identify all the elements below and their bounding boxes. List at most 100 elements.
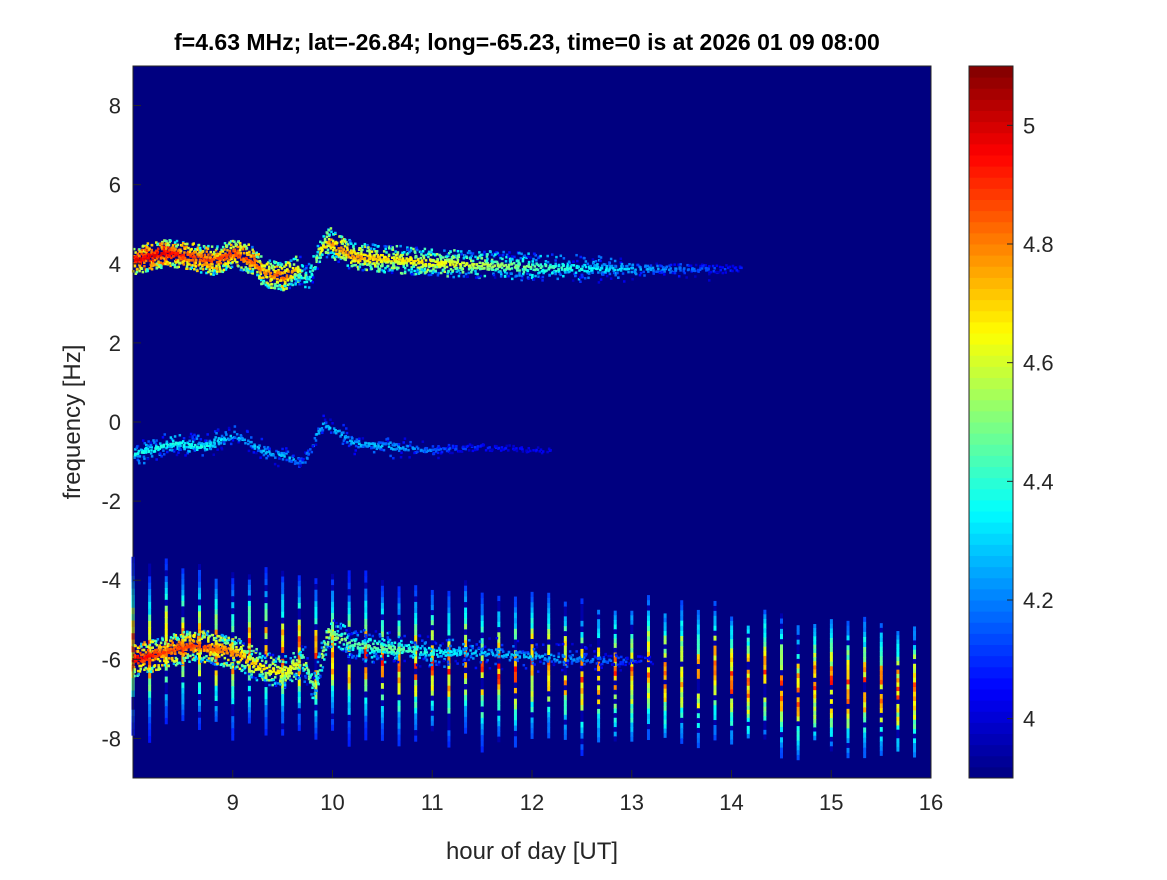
trace-cell-upper-doppler-trace <box>168 240 172 244</box>
stripe-cell <box>148 640 152 648</box>
trace-cell-middle-doppler-trace <box>515 449 519 453</box>
trace-cell-lower-doppler-trace <box>229 654 233 657</box>
trace-cell-upper-doppler-trace <box>343 245 347 248</box>
stripe-cell <box>397 683 401 690</box>
stripe-cell <box>913 743 917 749</box>
trace-cell-lower-doppler-trace <box>179 641 182 644</box>
trace-cell-upper-doppler-trace <box>679 263 682 266</box>
trace-cell-lower-doppler-trace <box>154 651 158 654</box>
trace-cell-upper-doppler-trace <box>414 256 417 259</box>
trace-cell-lower-doppler-trace <box>225 664 229 667</box>
stripe-cell <box>247 611 251 618</box>
trace-cell-lower-doppler-trace <box>171 641 175 645</box>
stripe-cell <box>231 686 235 693</box>
trace-cell-middle-doppler-trace <box>372 446 376 449</box>
trace-cell-upper-doppler-trace <box>134 261 138 264</box>
stripe-cell <box>630 731 634 738</box>
stripe-cell <box>663 693 667 699</box>
trace-cell-upper-doppler-trace <box>226 253 229 257</box>
trace-cell-upper-doppler-trace <box>358 265 362 269</box>
stripe-cell <box>896 738 900 744</box>
trace-cell-upper-doppler-trace <box>196 269 199 272</box>
trace-cell-upper-doppler-trace <box>416 268 419 271</box>
trace-cell-middle-doppler-trace <box>159 442 162 445</box>
stripe-cell <box>713 665 717 671</box>
stripe-cell <box>281 664 285 672</box>
trace-cell-upper-doppler-trace <box>193 261 196 264</box>
stripe-cell <box>896 678 900 683</box>
trace-cell-middle-doppler-trace <box>251 445 255 448</box>
trace-cell-upper-doppler-trace <box>446 258 449 262</box>
trace-cell-upper-doppler-trace <box>363 262 367 266</box>
stripe-cell <box>863 642 867 648</box>
trace-cell-middle-doppler-trace <box>484 448 488 452</box>
trace-cell-middle-doppler-trace <box>372 442 375 446</box>
trace-cell-upper-doppler-trace <box>187 246 190 250</box>
trace-cell-upper-doppler-trace <box>639 271 643 275</box>
trace-cell-upper-doppler-trace <box>395 244 399 248</box>
stripe-cell <box>663 666 667 672</box>
trace-cell-upper-doppler-trace <box>476 265 480 268</box>
stripe-cell <box>497 684 501 691</box>
trace-cell-upper-doppler-trace <box>634 272 638 276</box>
stripe-cell <box>497 679 501 685</box>
stripe-cell <box>364 727 368 735</box>
trace-cell-upper-doppler-trace <box>717 271 721 274</box>
stripe-cell <box>214 599 218 605</box>
trace-cell-upper-doppler-trace <box>479 274 483 278</box>
trace-cell-upper-doppler-trace <box>536 263 539 267</box>
stripe-cell <box>597 666 601 672</box>
trace-cell-upper-doppler-trace <box>339 257 342 261</box>
trace-cell-upper-doppler-trace <box>290 275 293 278</box>
stripe-cell <box>879 684 883 690</box>
trace-cell-upper-doppler-trace <box>499 265 502 268</box>
trace-cell-upper-doppler-trace <box>509 272 513 275</box>
stripe-cell <box>580 604 584 611</box>
stripe-cell <box>846 689 850 695</box>
stripe-cell <box>563 704 567 711</box>
trace-cell-lower-doppler-trace <box>146 670 149 673</box>
trace-cell-upper-doppler-trace <box>453 254 457 258</box>
trace-cell-upper-doppler-trace <box>233 258 237 261</box>
trace-cell-lower-doppler-trace <box>203 656 206 659</box>
trace-cell-lower-doppler-trace <box>147 669 151 673</box>
trace-cell-upper-doppler-trace <box>341 242 345 246</box>
trace-cell-upper-doppler-trace <box>156 251 159 255</box>
stripe-cell <box>630 638 634 644</box>
stripe-cell <box>563 626 567 632</box>
stripe-cell <box>796 654 800 660</box>
trace-cell-upper-doppler-trace <box>205 250 209 253</box>
stripe-cell <box>480 683 484 690</box>
trace-cell-upper-doppler-trace <box>586 271 590 275</box>
trace-cell-middle-doppler-trace <box>250 436 253 439</box>
trace-cell-middle-doppler-trace <box>214 445 217 449</box>
trace-cell-upper-doppler-trace <box>567 260 571 263</box>
stripe-cell <box>563 636 567 642</box>
trace-cell-upper-doppler-trace <box>273 261 277 265</box>
trace-cell-upper-doppler-trace <box>146 242 150 245</box>
trace-cell-lower-doppler-trace <box>149 639 152 642</box>
trace-cell-upper-doppler-trace <box>605 264 608 268</box>
trace-cell-upper-doppler-trace <box>283 282 287 286</box>
stripe-cell <box>364 691 368 699</box>
trace-cell-lower-doppler-trace <box>207 638 210 642</box>
stripe-cell <box>863 722 867 728</box>
stripe-cell <box>480 734 484 742</box>
stripe-cell <box>796 740 800 746</box>
stripe-cell <box>513 698 517 705</box>
trace-cell-upper-doppler-trace <box>369 264 372 267</box>
trace-cell-upper-doppler-trace <box>470 268 474 272</box>
stripe-cell <box>746 689 750 695</box>
stripe-cell <box>780 742 784 749</box>
trace-cell-middle-doppler-trace <box>200 445 204 449</box>
trace-cell-middle-doppler-trace <box>299 464 302 467</box>
stripe-cell <box>713 715 717 721</box>
stripe-cell <box>646 667 650 673</box>
trace-cell-upper-doppler-trace <box>228 249 232 253</box>
stripe-cell <box>513 634 517 641</box>
trace-cell-upper-doppler-trace <box>627 267 631 271</box>
stripe-cell <box>646 682 650 689</box>
stripe-cell <box>198 717 202 725</box>
trace-cell-lower-doppler-trace <box>220 633 224 637</box>
stripe-cell <box>780 726 784 733</box>
